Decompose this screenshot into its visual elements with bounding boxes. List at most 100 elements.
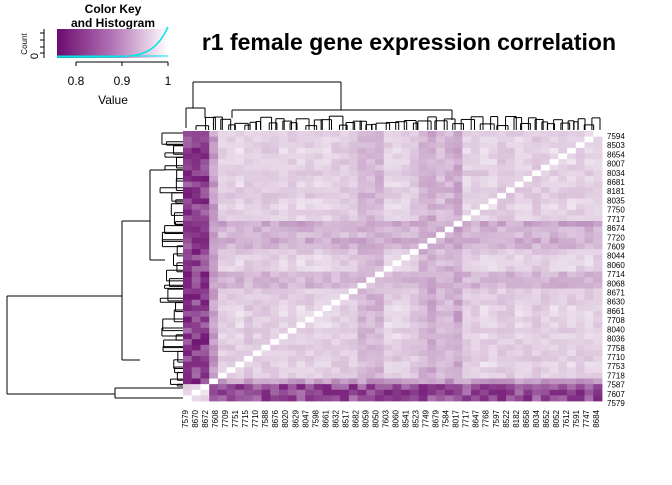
heatmap-cell — [418, 333, 428, 340]
heatmap-cell — [191, 181, 201, 188]
heatmap-cell — [497, 271, 507, 278]
heatmap-cell — [270, 356, 280, 363]
heatmap-cell — [514, 209, 524, 216]
heatmap-cell — [575, 305, 585, 312]
heatmap-cell — [505, 282, 516, 289]
heatmap-cell — [375, 226, 385, 233]
heatmap-cell — [261, 322, 271, 329]
heatmap-cell — [427, 249, 437, 256]
heatmap-cell — [375, 372, 385, 379]
heatmap-cell — [313, 322, 324, 329]
heatmap-cell — [340, 142, 350, 149]
heatmap-cell — [383, 339, 393, 346]
heatmap-cell — [340, 327, 350, 334]
heatmap-cell — [313, 131, 324, 138]
heatmap-cell — [375, 356, 385, 363]
heatmap-cell — [287, 356, 297, 363]
heatmap-cell — [209, 277, 219, 284]
heatmap-cell — [366, 327, 376, 334]
heatmap-cell — [226, 311, 236, 318]
heatmap-cell — [383, 333, 393, 340]
heatmap-cell — [418, 367, 428, 374]
heatmap-cell — [409, 164, 420, 171]
heatmap-cell — [313, 356, 324, 363]
heatmap-cell — [523, 170, 533, 177]
heatmap-cell — [409, 260, 420, 267]
heatmap-cell — [593, 159, 603, 166]
heatmap-cell — [305, 254, 315, 261]
heatmap-cell — [471, 378, 481, 385]
heatmap-cell — [593, 282, 603, 289]
heatmap-cell — [322, 361, 332, 368]
heatmap-cell — [532, 350, 542, 357]
heatmap-cell — [453, 237, 463, 244]
heatmap-cell — [191, 367, 201, 374]
heatmap-cell — [366, 159, 376, 166]
heatmap-cell — [261, 389, 271, 396]
heatmap-cell — [462, 311, 472, 318]
heatmap-cell — [270, 176, 280, 183]
heatmap-cell — [383, 322, 393, 329]
heatmap-cell — [436, 339, 446, 346]
heatmap-cell — [366, 232, 376, 239]
heatmap-cell — [375, 237, 385, 244]
heatmap-cell — [209, 153, 219, 160]
heatmap-cell — [340, 339, 350, 346]
heatmap-cell — [418, 176, 428, 183]
heatmap-cell — [584, 153, 594, 160]
heatmap-cell — [549, 294, 559, 301]
heatmap-cell — [252, 142, 262, 149]
heatmap-cell — [523, 187, 533, 194]
heatmap-cell — [252, 395, 262, 402]
heatmap-cell — [584, 147, 594, 154]
heatmap-cell — [313, 266, 324, 273]
heatmap-cell — [401, 395, 411, 402]
heatmap-cell — [226, 322, 236, 329]
column-label: 7747 — [582, 409, 591, 427]
heatmap-cell — [331, 221, 341, 228]
heatmap-cell — [348, 192, 358, 199]
heatmap-cell — [375, 260, 385, 267]
heatmap-cell — [549, 384, 559, 391]
heatmap-cell — [575, 159, 585, 166]
heatmap-cell — [532, 237, 542, 244]
heatmap-cell — [409, 254, 420, 261]
heatmap-cell — [244, 198, 254, 205]
heatmap-cell — [322, 299, 332, 306]
heatmap-cell — [584, 164, 594, 171]
heatmap-cell — [514, 187, 524, 194]
heatmap-cell — [523, 176, 533, 183]
heatmap-cell — [331, 344, 341, 351]
heatmap-cell — [409, 333, 420, 340]
heatmap-cell — [453, 361, 463, 368]
heatmap-cell — [558, 344, 568, 351]
heatmap-cell — [479, 389, 489, 396]
heatmap-cell — [471, 176, 481, 183]
heatmap-cell — [593, 176, 603, 183]
heatmap-cell — [279, 277, 289, 284]
heatmap-cell — [226, 164, 236, 171]
heatmap-cell — [584, 299, 594, 306]
heatmap-cell — [488, 294, 498, 301]
heatmap-cell — [471, 367, 481, 374]
heatmap-cell — [217, 209, 228, 216]
heatmap-cell — [226, 153, 236, 160]
heatmap-cell — [514, 378, 524, 385]
heatmap-cell — [209, 198, 219, 205]
heatmap-cell — [488, 350, 498, 357]
heatmap-cell — [479, 204, 489, 211]
heatmap-cell — [497, 164, 507, 171]
heatmap-cell — [567, 327, 577, 334]
heatmap-cell — [244, 305, 254, 312]
heatmap-cell — [488, 395, 498, 402]
heatmap-cell — [497, 237, 507, 244]
heatmap-cell — [488, 311, 498, 318]
heatmap-cell — [593, 372, 603, 379]
heatmap-cell — [217, 260, 228, 267]
heatmap-cell — [183, 198, 193, 205]
heatmap-cell — [331, 361, 341, 368]
heatmap-cell — [357, 153, 367, 160]
heatmap-cell — [200, 164, 210, 171]
heatmap-cell — [296, 350, 306, 357]
heatmap-cell — [340, 237, 350, 244]
